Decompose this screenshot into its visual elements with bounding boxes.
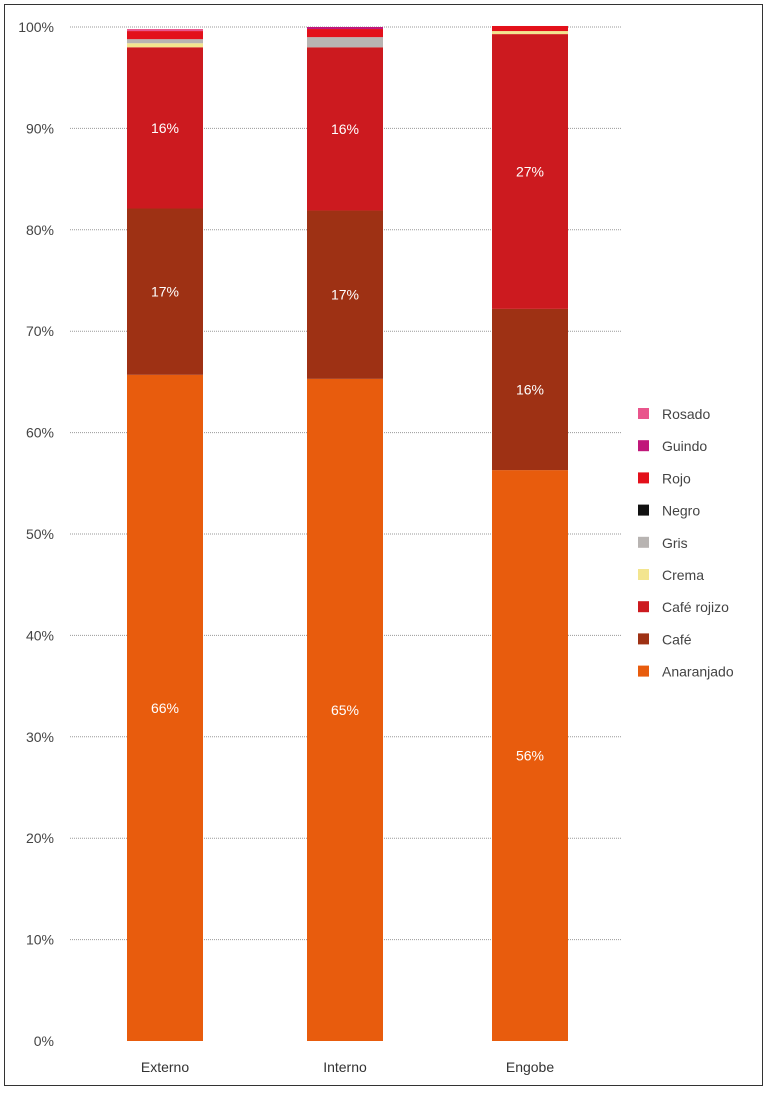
- data-label: 66%: [151, 700, 179, 716]
- bar-segment: [127, 208, 203, 375]
- legend-label: Rosado: [662, 406, 710, 422]
- bar-segment: [127, 31, 203, 40]
- legend-label: Guindo: [662, 438, 707, 454]
- data-label: 16%: [151, 120, 179, 136]
- data-label: 16%: [516, 382, 544, 398]
- legend-label: Anaranjado: [662, 664, 734, 680]
- legend-swatch: [638, 569, 649, 580]
- legend-label: Crema: [662, 567, 704, 583]
- bar-segment: [307, 29, 383, 38]
- legend-label: Café: [662, 631, 692, 647]
- legend-label: Rojo: [662, 470, 691, 486]
- data-label: 65%: [331, 702, 359, 718]
- legend-swatch: [638, 601, 649, 613]
- x-category-label: Engobe: [506, 1059, 554, 1075]
- legend-label: Gris: [662, 535, 688, 551]
- y-tick-label: 60%: [26, 425, 54, 441]
- bar-segment: [307, 210, 383, 379]
- bar-segment: [307, 27, 383, 30]
- bar-segment: [307, 37, 383, 48]
- legend-label: Café rojizo: [662, 599, 729, 615]
- legend-label: Negro: [662, 503, 700, 519]
- y-tick-label: 70%: [26, 323, 54, 339]
- data-label: 16%: [331, 121, 359, 137]
- legend-swatch: [638, 408, 649, 419]
- y-tick-label: 100%: [18, 19, 54, 35]
- legend-swatch: [638, 633, 649, 645]
- y-tick-label: 30%: [26, 729, 54, 745]
- y-tick-label: 10%: [26, 932, 54, 948]
- y-tick-label: 50%: [26, 526, 54, 542]
- legend-swatch: [638, 440, 649, 452]
- bar-segment: [127, 47, 203, 209]
- bar-segment: [127, 29, 203, 32]
- legend-swatch: [638, 536, 649, 548]
- bar-segment: [307, 378, 383, 1041]
- y-tick-label: 80%: [26, 222, 54, 238]
- legend-swatch: [638, 472, 649, 484]
- bar-segment: [492, 470, 568, 1041]
- bar-segment: [492, 31, 568, 35]
- bar-segment: [492, 34, 568, 309]
- bar-segment: [492, 308, 568, 471]
- bar-segment: [127, 39, 203, 44]
- y-tick-label: 90%: [26, 120, 54, 136]
- x-category-label: Interno: [323, 1059, 367, 1075]
- x-category-label: Externo: [141, 1059, 189, 1075]
- y-tick-label: 40%: [26, 627, 54, 643]
- legend-swatch: [638, 665, 649, 677]
- y-tick-label: 0%: [34, 1033, 54, 1049]
- data-label: 56%: [516, 748, 544, 764]
- data-label: 17%: [331, 287, 359, 303]
- bar-segment: [492, 25, 568, 32]
- data-label: 17%: [151, 284, 179, 300]
- bar-segment: [127, 374, 203, 1041]
- y-tick-label: 20%: [26, 830, 54, 846]
- data-label: 27%: [516, 163, 544, 179]
- bar-segment: [127, 43, 203, 48]
- legend-swatch: [638, 504, 649, 516]
- bar-segment: [307, 47, 383, 211]
